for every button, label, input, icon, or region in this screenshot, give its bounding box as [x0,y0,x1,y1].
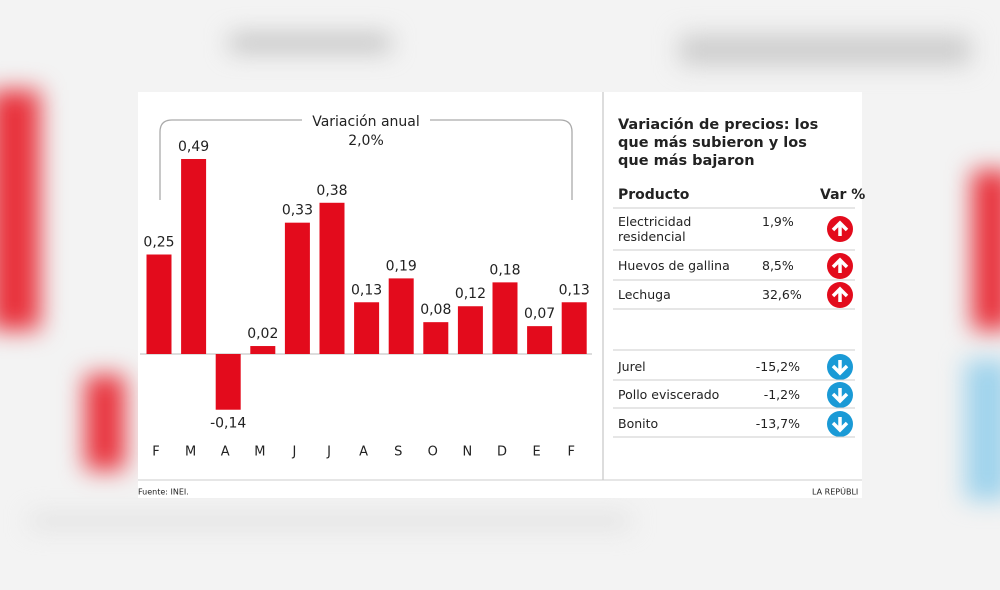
table-header: Producto [618,187,690,203]
bar [457,306,483,354]
arrow [831,286,849,302]
x-tick-label: N [463,445,473,460]
change: -13,7% [755,416,800,431]
change: 8,5% [762,258,794,273]
bg-blur [0,90,40,330]
x-tick-label: J [291,445,296,460]
value-label: 0,02 [247,326,278,342]
x-tick-label: A [359,445,368,460]
bg-blur [965,360,1000,500]
x-tick-label: M [254,445,265,460]
bar [319,202,345,354]
product: Huevos de gallina [618,258,730,273]
bar [354,302,380,354]
table-header: Var % [820,187,866,203]
bracket [159,119,573,200]
credit: LA REPÚBLI [812,486,858,497]
product: Jurel [618,359,646,374]
bg-blur [30,515,630,527]
change: 32,6% [762,287,802,302]
bar [181,159,207,354]
bar [423,322,449,354]
change: -1,2% [763,387,800,402]
value-label: 0,33 [282,203,313,219]
value-label: 0,12 [455,286,486,302]
x-tick-label: J [326,445,331,460]
product: Lechuga [618,287,671,302]
x-tick-label: E [532,445,540,460]
x-tick-label: S [394,445,402,460]
x-tick-label: F [567,445,574,460]
annotation: Variación anual [312,114,420,130]
product: Pollo eviscerado [618,387,720,402]
arrow [831,388,849,404]
bar [215,354,241,410]
value-label: 0,38 [316,183,347,199]
x-tick-label: M [185,445,196,460]
value-label: 0,13 [351,282,382,298]
x-tick-label: F [152,445,159,460]
product: Bonito [618,416,659,431]
arrow [831,360,849,376]
change: 1,9% [762,214,794,229]
value-label: -0,14 [210,416,246,432]
value-label: 0,18 [489,262,520,278]
bg-blur [230,35,390,51]
x-tick-label: A [221,445,230,460]
source: Fuente: INEI. [138,488,189,497]
value-label: 0,07 [524,306,555,322]
bg-blur [680,35,970,65]
table-title: Variación de precios: los que más subier… [618,117,819,169]
value-label: 0,19 [386,258,417,274]
x-tick-label: O [428,445,438,460]
value-label: 0,25 [143,235,174,251]
bar [146,254,172,354]
arrow [831,417,849,433]
arrow [831,257,849,273]
x-tick-label: D [497,445,507,460]
bar [561,302,587,354]
product: Electricidad residencial [618,214,692,244]
bar [388,278,414,354]
bar [284,222,310,354]
bg-blur [972,170,1000,330]
bg-blur [85,375,125,470]
value-label: 0,13 [559,282,590,298]
value-label: 0,49 [178,139,209,155]
arrow [831,220,849,236]
value-label: 0,08 [420,302,451,318]
bar [250,346,276,354]
bar [527,326,553,354]
bar [492,282,518,354]
change: -15,2% [755,359,800,374]
annotation-value: 2,0% [348,133,384,149]
